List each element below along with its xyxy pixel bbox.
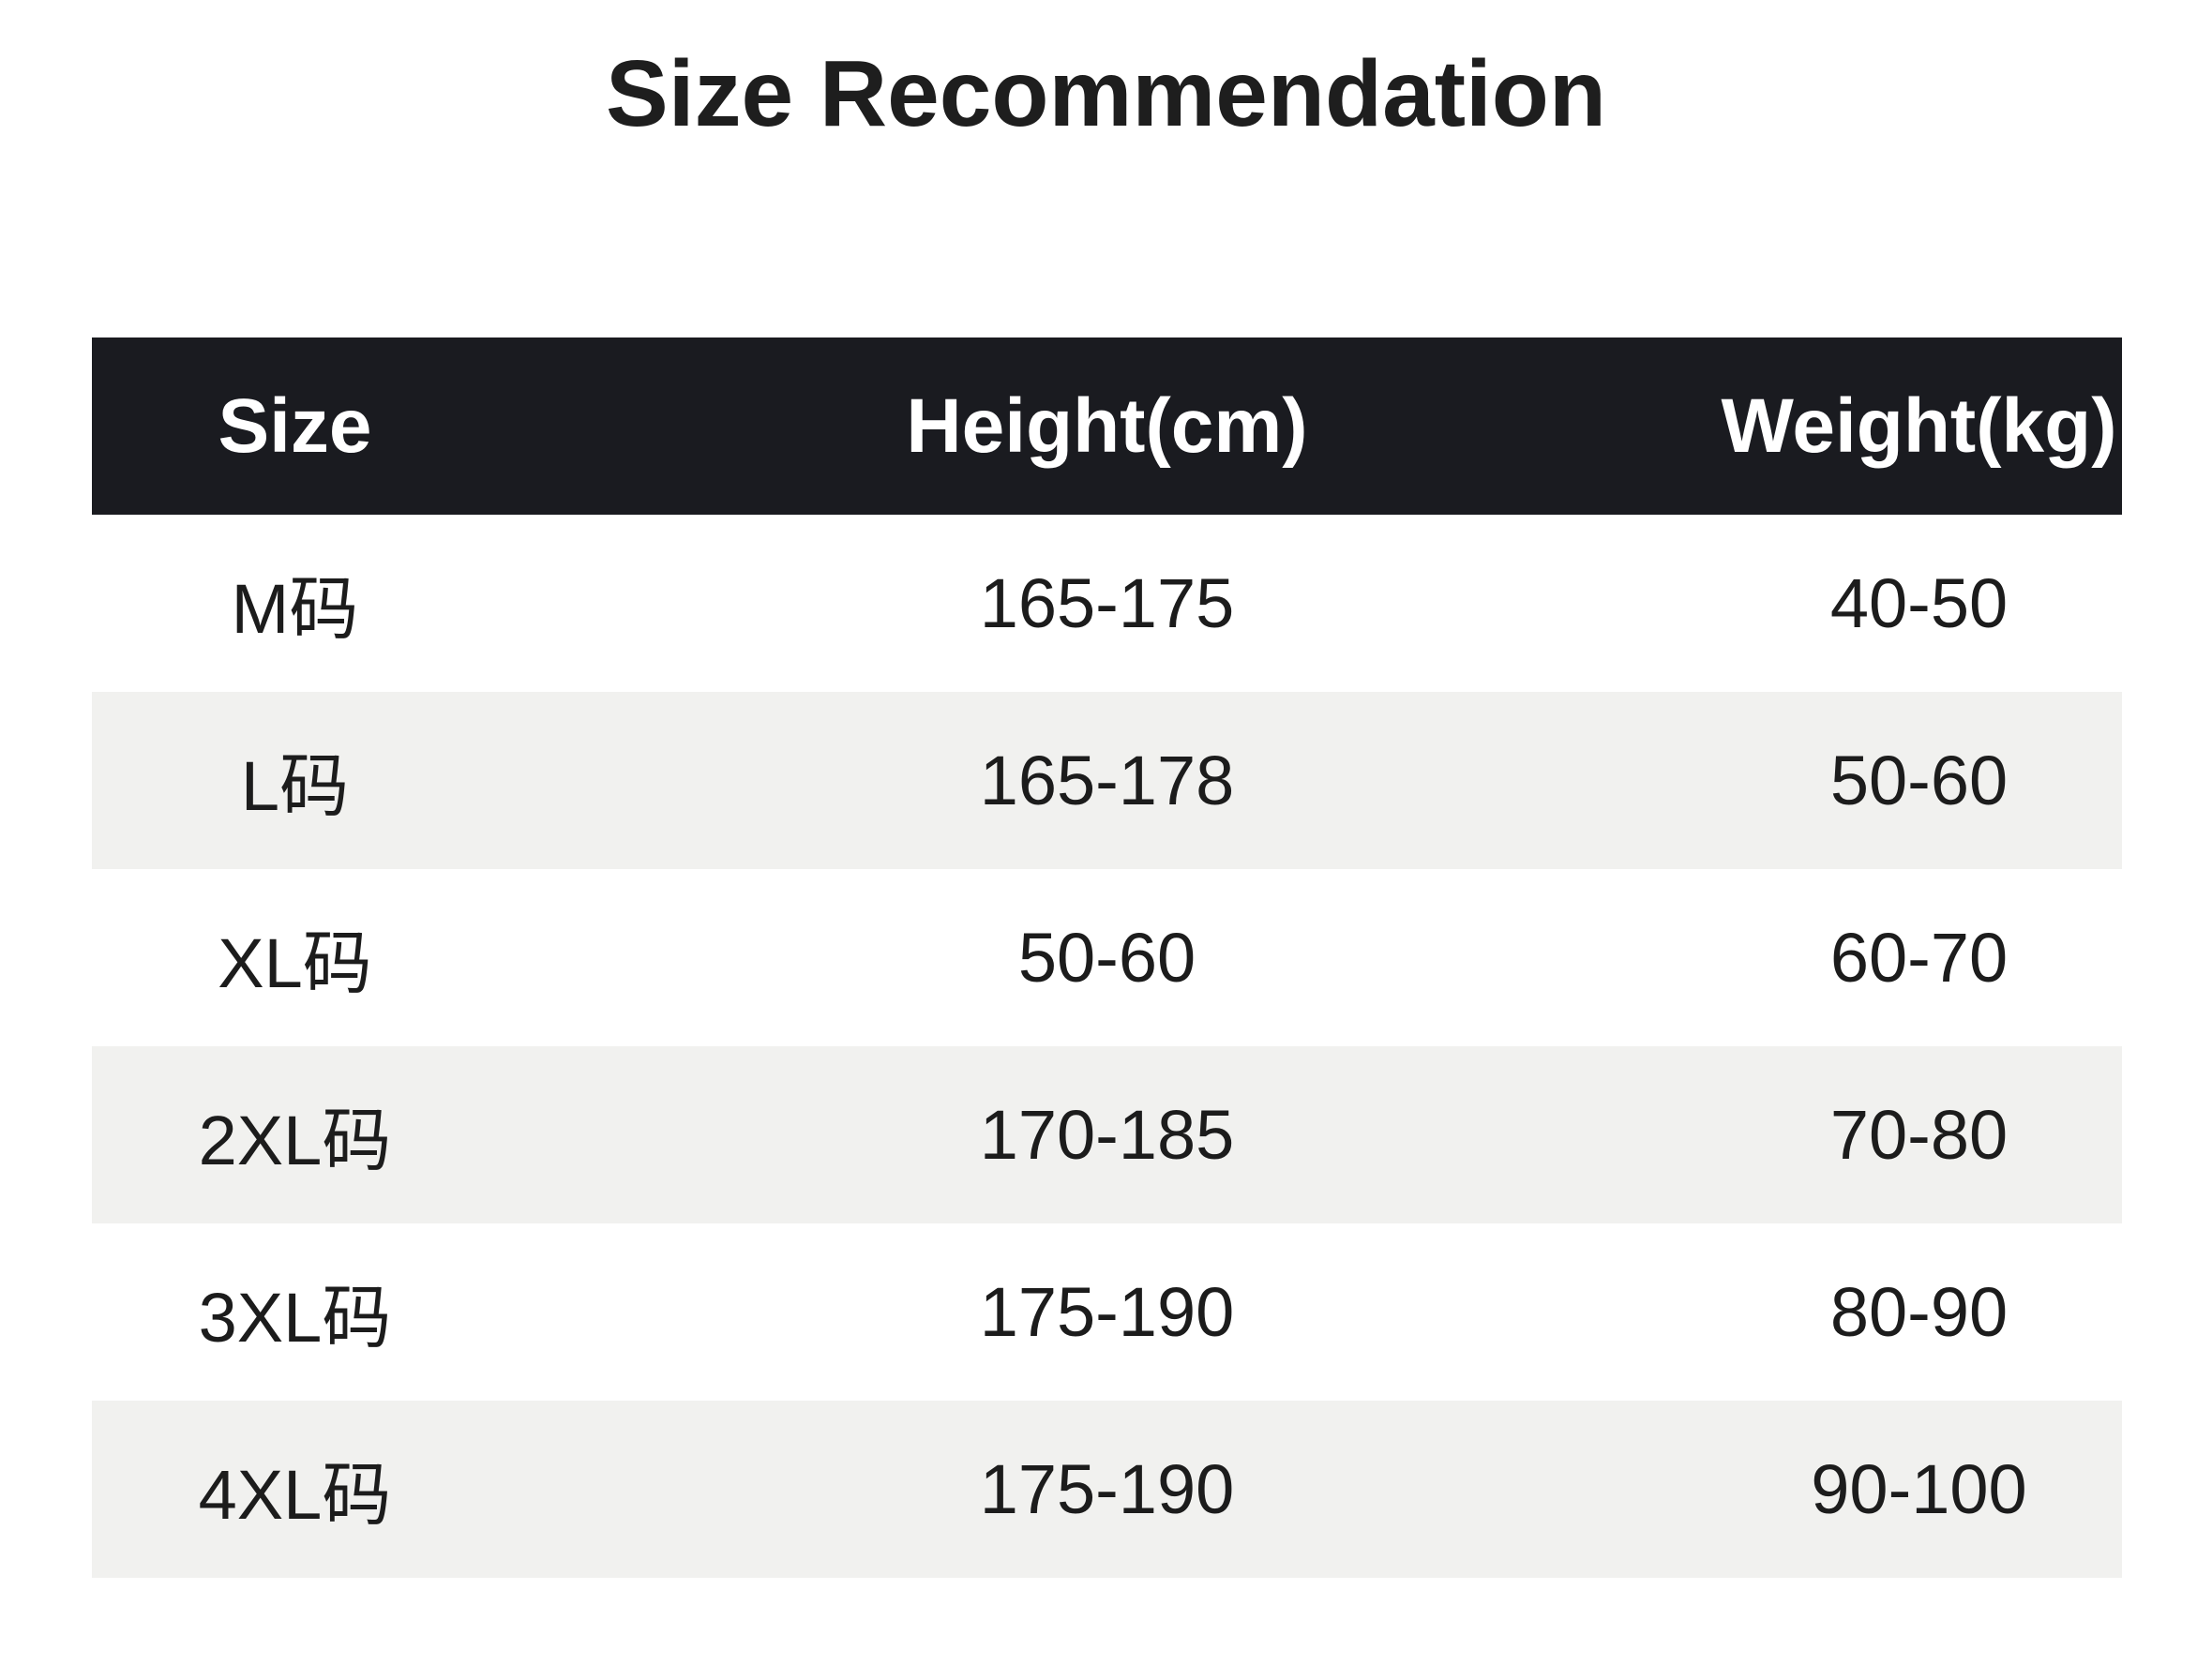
table-row-l: L码 165-178 50-60 — [92, 692, 2122, 869]
weight-cell: 90-100 — [1811, 1450, 2027, 1528]
weight-cell: 40-50 — [1829, 564, 2009, 642]
weight-cell: 60-70 — [1829, 919, 2009, 997]
height-cell: 165-175 — [979, 564, 1235, 642]
size-cell: M码 — [231, 570, 359, 648]
column-header-height: Height(cm) — [906, 382, 1308, 469]
size-cell: 3XL码 — [198, 1279, 392, 1357]
height-cell: 165-178 — [979, 742, 1235, 819]
column-header-weight: Weight(kg) — [1721, 382, 2117, 469]
column-header-size: Size — [218, 382, 372, 469]
size-table: Size Height(cm) Weight(kg) M码 165-175 40… — [92, 338, 2122, 1578]
weight-cell: 50-60 — [1829, 742, 2009, 819]
table-row-2xl: 2XL码 170-185 70-80 — [92, 1046, 2122, 1223]
size-cell: 2XL码 — [198, 1102, 392, 1179]
table-header-row: Size Height(cm) Weight(kg) — [92, 338, 2122, 515]
height-cell: 175-190 — [979, 1450, 1235, 1528]
size-cell: XL码 — [218, 924, 372, 1002]
weight-cell: 80-90 — [1829, 1273, 2009, 1351]
weight-cell: 70-80 — [1829, 1096, 2009, 1174]
table-row-4xl: 4XL码 175-190 90-100 — [92, 1401, 2122, 1578]
table-row-xl: XL码 50-60 60-70 — [92, 869, 2122, 1046]
height-cell: 175-190 — [979, 1273, 1235, 1351]
page-title: Size Recommendation — [606, 41, 1606, 146]
table-row-3xl: 3XL码 175-190 80-90 — [92, 1223, 2122, 1401]
table-row-m: M码 165-175 40-50 — [92, 515, 2122, 692]
size-cell: L码 — [240, 747, 350, 825]
height-cell: 50-60 — [1017, 919, 1196, 997]
height-cell: 170-185 — [979, 1096, 1235, 1174]
size-cell: 4XL码 — [198, 1456, 392, 1534]
